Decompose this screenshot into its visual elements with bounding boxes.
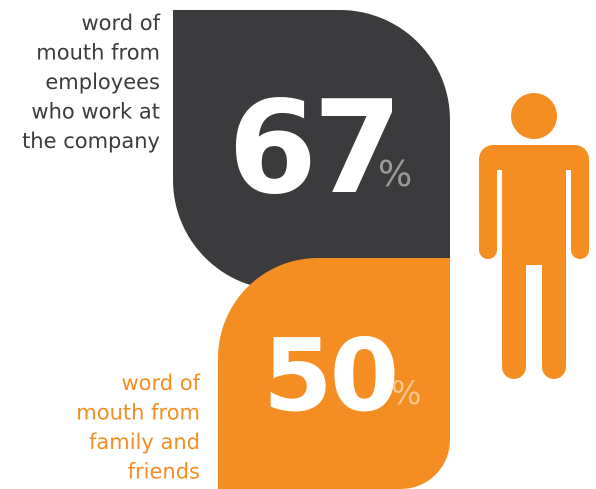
- stat-label-line: word of: [81, 11, 160, 35]
- stat-label-line: mouth from: [36, 41, 160, 65]
- stat-label-line: who work at: [31, 100, 160, 124]
- stat-number: 67: [228, 74, 398, 223]
- stat-label-line: friends: [128, 460, 200, 484]
- stat-label-line: the company: [22, 129, 160, 153]
- person-head: [511, 93, 557, 139]
- orange-panel: [218, 258, 450, 489]
- person-icon: [479, 93, 589, 379]
- stat-label-line: mouth from: [76, 401, 200, 425]
- stat-number: 50: [263, 317, 396, 434]
- stat-label-line: word of: [121, 371, 200, 395]
- stat-label-line: family and: [89, 430, 200, 454]
- stat-label-line: employees: [45, 70, 160, 94]
- stat-unit: %: [378, 154, 412, 195]
- stat-unit: %: [391, 374, 421, 412]
- dark-panel: [173, 10, 450, 290]
- person-body: [479, 145, 589, 379]
